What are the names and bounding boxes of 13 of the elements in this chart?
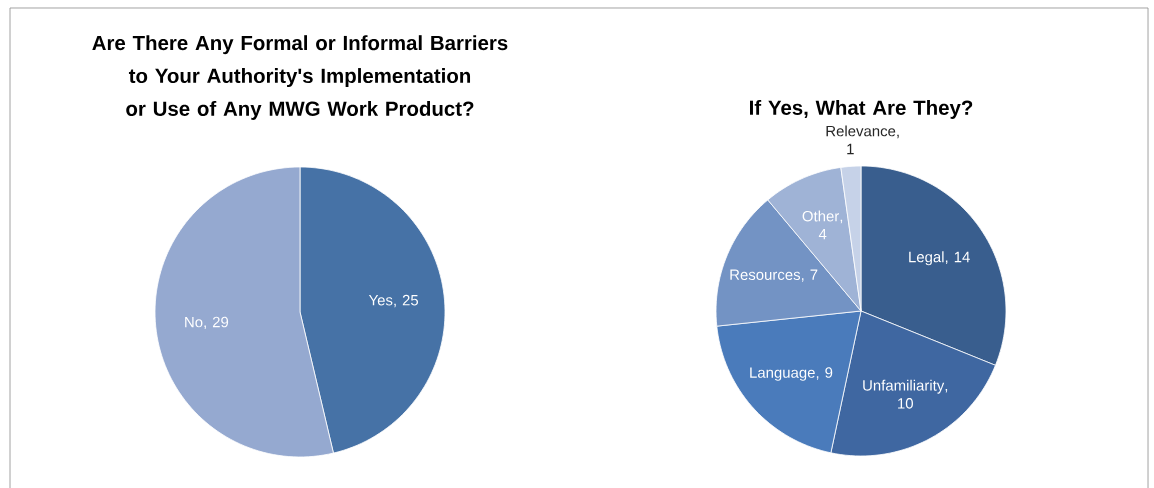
slice-label: Legal [909,251,944,266]
slice-label: No [185,316,203,328]
data-label: , 9 [816,367,833,380]
data-label: , 14 [945,251,970,265]
data-label: , 25 [394,294,419,308]
slice-label: Other [802,210,840,222]
slice-label: Language [750,367,815,381]
data-label: , 7 [801,269,818,282]
chart-title: Are There Any Formal or Informal Barriers to Your Authority's Implementation or Use of Any MWG Work Product? [92,35,508,120]
chart-title: If Yes, What Are They? [750,99,973,119]
slice-label: Yes [368,295,393,306]
slice-label: Resources [730,269,801,281]
data-label: , 29 [204,316,229,330]
